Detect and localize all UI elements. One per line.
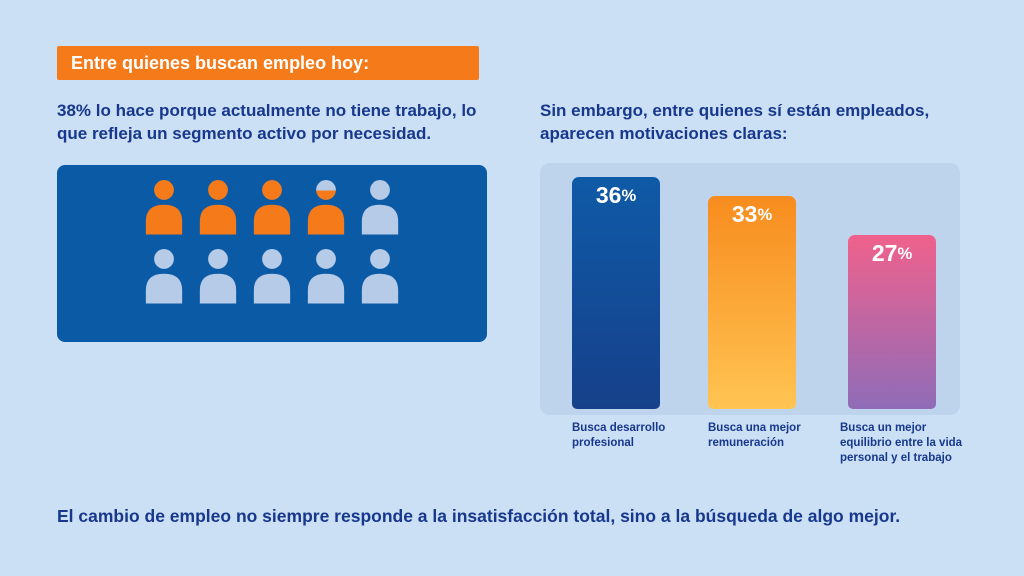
bar-chart-panel: 36% 33% 27% bbox=[540, 163, 960, 415]
header-banner: Entre quienes buscan empleo hoy: bbox=[57, 46, 479, 80]
person-icon bbox=[361, 180, 399, 235]
bar-value-label: 36% bbox=[595, 182, 637, 208]
person-icon bbox=[361, 249, 399, 304]
person-icon bbox=[199, 249, 237, 304]
left-statement-text: lo hace porque actualmente no tiene trab… bbox=[57, 101, 477, 143]
header-banner-text: Entre quienes buscan empleo hoy: bbox=[71, 52, 370, 73]
person-icon bbox=[253, 180, 291, 235]
person-icon bbox=[307, 180, 345, 235]
stat-value: 38% bbox=[57, 101, 92, 120]
right-statement: Sin embargo, entre quienes sí están empl… bbox=[540, 101, 930, 143]
bar-value-label: 27% bbox=[871, 240, 913, 266]
person-icon bbox=[199, 180, 237, 235]
pictogram-grid bbox=[142, 179, 402, 304]
person-icon bbox=[307, 249, 345, 304]
bar-desarrollo-profesional: 36% bbox=[572, 177, 660, 409]
bar-caption-equilibrio: Busca un mejor equilibrio entre la vida … bbox=[840, 422, 963, 464]
person-icon bbox=[145, 249, 183, 304]
bar-caption-desarrollo: Busca desarrollo profesional bbox=[572, 422, 666, 449]
left-statement: 38% lo hace porque actualmente no tiene … bbox=[57, 100, 507, 146]
person-icon bbox=[145, 180, 183, 235]
person-icon bbox=[253, 249, 291, 304]
bar-mejor-equilibrio: 27% bbox=[848, 235, 936, 409]
bar-value-label: 33% bbox=[731, 201, 773, 227]
pictogram-panel bbox=[57, 165, 487, 342]
bar-caption-remuneracion: Busca una mejor remuneración bbox=[708, 422, 801, 449]
bar-mejor-remuneracion: 33% bbox=[708, 196, 796, 409]
footer-statement: El cambio de empleo no siempre responde … bbox=[57, 506, 901, 526]
